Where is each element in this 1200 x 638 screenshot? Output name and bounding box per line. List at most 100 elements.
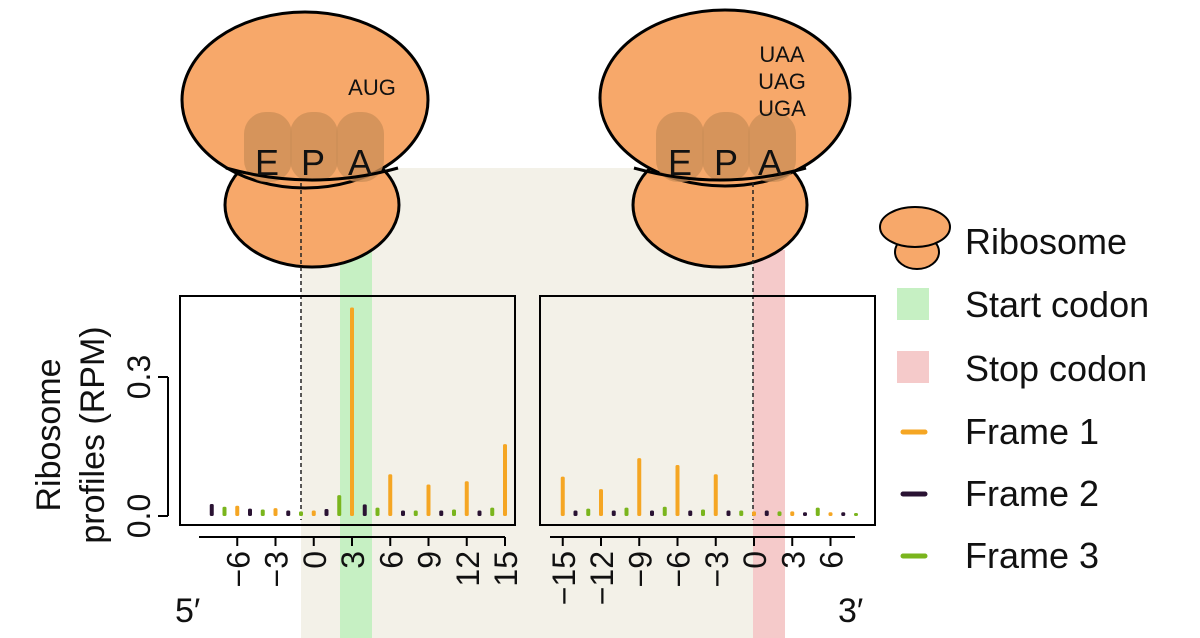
start-x-tick-label: 9 [412, 551, 448, 569]
stop-bar-frame2 [841, 512, 846, 516]
legend-stop-swatch [897, 351, 929, 383]
start-bar-frame1 [311, 510, 316, 516]
start-bar-frame3 [413, 510, 418, 516]
ribosome-stop: E P A UAA UAG UGA [598, 8, 852, 269]
start-bar-frame3 [222, 506, 227, 516]
ribosome-start: E P A AUG [180, 10, 430, 269]
stop-bar-frame2 [688, 510, 693, 516]
start-bar-frame3 [337, 495, 342, 516]
stop-x-tick-label: −9 [622, 551, 658, 587]
start-bar-frame3 [375, 507, 380, 516]
stop-x-tick-label: −6 [661, 551, 697, 587]
site-e [656, 112, 704, 182]
start-x-tick-label: 15 [488, 551, 524, 587]
y-axis: 0.0 0.3 Ribosome profiles (RPM) [30, 326, 169, 544]
stop-bar-frame2 [726, 510, 731, 516]
stop-panel-frame [539, 295, 876, 526]
stop-bar-frame3 [662, 506, 667, 516]
start-x-tick-label: 0 [297, 551, 333, 569]
legend-start-swatch [897, 288, 929, 320]
start-bar-frame1 [388, 474, 393, 516]
stop-codon-text-3: UGA [758, 96, 806, 121]
start-bar-frame2 [439, 510, 444, 516]
stop-bar-frame1 [599, 489, 603, 516]
start-bar-frame3 [260, 509, 265, 516]
site-p [702, 112, 750, 182]
stop-panel-bars [560, 458, 858, 516]
stop-x-tick-label: −15 [546, 551, 582, 605]
stop-bar-frame3 [854, 513, 858, 516]
stop-x-tick-label: 6 [814, 551, 850, 569]
stop-bar-frame1 [560, 476, 565, 516]
stop-panel-x-ticks: −15 −12 −9 −6 −3 0 3 6 [546, 537, 850, 605]
start-codon-shading [340, 250, 372, 638]
site-p-label: P [301, 142, 325, 183]
start-x-tick-label: 12 [450, 551, 486, 587]
stop-bar-frame2 [764, 510, 769, 516]
start-bar-frame2 [401, 510, 405, 516]
stop-bar-frame3 [739, 510, 744, 516]
legend-frame3-label: Frame 3 [965, 535, 1099, 576]
stop-codon-text-2: UAG [758, 69, 806, 94]
stop-bar-frame1 [828, 512, 833, 516]
start-bar-frame3 [452, 509, 456, 516]
start-bar-frame1 [273, 508, 278, 516]
site-a-label: A [758, 142, 782, 183]
start-x-tick-label: −6 [220, 551, 256, 587]
stop-bar-frame3 [624, 507, 629, 516]
legend-frame1-label: Frame 1 [965, 411, 1099, 452]
five-prime-label: 5′ [175, 592, 200, 630]
start-bar-frame3 [490, 507, 495, 516]
stop-bar-frame3 [777, 511, 782, 516]
site-p-label: P [714, 142, 738, 183]
y-tick-label: 0.0 [121, 494, 157, 538]
start-codon-text: AUG [348, 75, 396, 100]
start-panel-frame [179, 295, 516, 526]
start-bar-frame1 [503, 444, 507, 516]
stop-x-tick-label: 0 [737, 551, 773, 569]
site-e [244, 112, 292, 182]
stop-x-tick-label: −12 [584, 551, 620, 605]
site-e-label: E [255, 142, 279, 183]
legend-frame2-label: Frame 2 [965, 473, 1099, 514]
stop-bar-frame1 [752, 511, 756, 516]
start-panel-bars [209, 307, 507, 516]
stop-bar-frame2 [803, 512, 807, 516]
start-x-tick-label: 6 [373, 551, 409, 569]
legend-stop-label: Stop codon [965, 348, 1147, 389]
legend: Ribosome Start codon Stop codon Frame 1 … [879, 206, 1149, 576]
start-bar-frame1 [464, 481, 469, 516]
start-panel-x-ticks: −6 −3 0 3 6 9 12 15 [220, 537, 524, 587]
site-a-label: A [348, 142, 372, 183]
stop-x-tick-label: 3 [775, 551, 811, 569]
legend-ribosome-icon [879, 206, 951, 270]
stop-bar-frame3 [701, 509, 705, 516]
start-bar-frame2 [209, 503, 214, 516]
stop-bar-frame2 [611, 510, 616, 516]
start-x-tick-label: −3 [259, 551, 295, 587]
stop-bar-frame3 [815, 507, 820, 516]
y-axis-label: Ribosome [30, 358, 68, 511]
legend-start-label: Start codon [965, 284, 1149, 325]
start-bar-frame2 [324, 509, 329, 516]
subunit-interface-line [633, 166, 807, 182]
start-bar-frame2 [248, 508, 252, 516]
stop-x-tick-label: −3 [699, 551, 735, 587]
start-bar-frame2 [362, 504, 367, 516]
stop-bar-frame1 [675, 465, 680, 516]
three-prime-label: 3′ [838, 592, 863, 630]
site-e-label: E [668, 142, 692, 183]
y-axis-label: profiles (RPM) [74, 326, 112, 543]
start-bar-frame1 [426, 484, 431, 516]
site-a [748, 112, 796, 182]
start-x-tick-label: 3 [335, 551, 371, 569]
site-p [290, 112, 338, 182]
stop-codon-text-1: UAA [759, 42, 805, 67]
start-bar-frame1 [235, 505, 240, 516]
y-tick-label: 0.3 [121, 355, 157, 399]
stop-bar-frame1 [637, 458, 642, 516]
stop-bar-frame2 [573, 510, 578, 516]
stop-bar-frame2 [650, 510, 654, 516]
stop-bar-frame1 [790, 511, 795, 516]
